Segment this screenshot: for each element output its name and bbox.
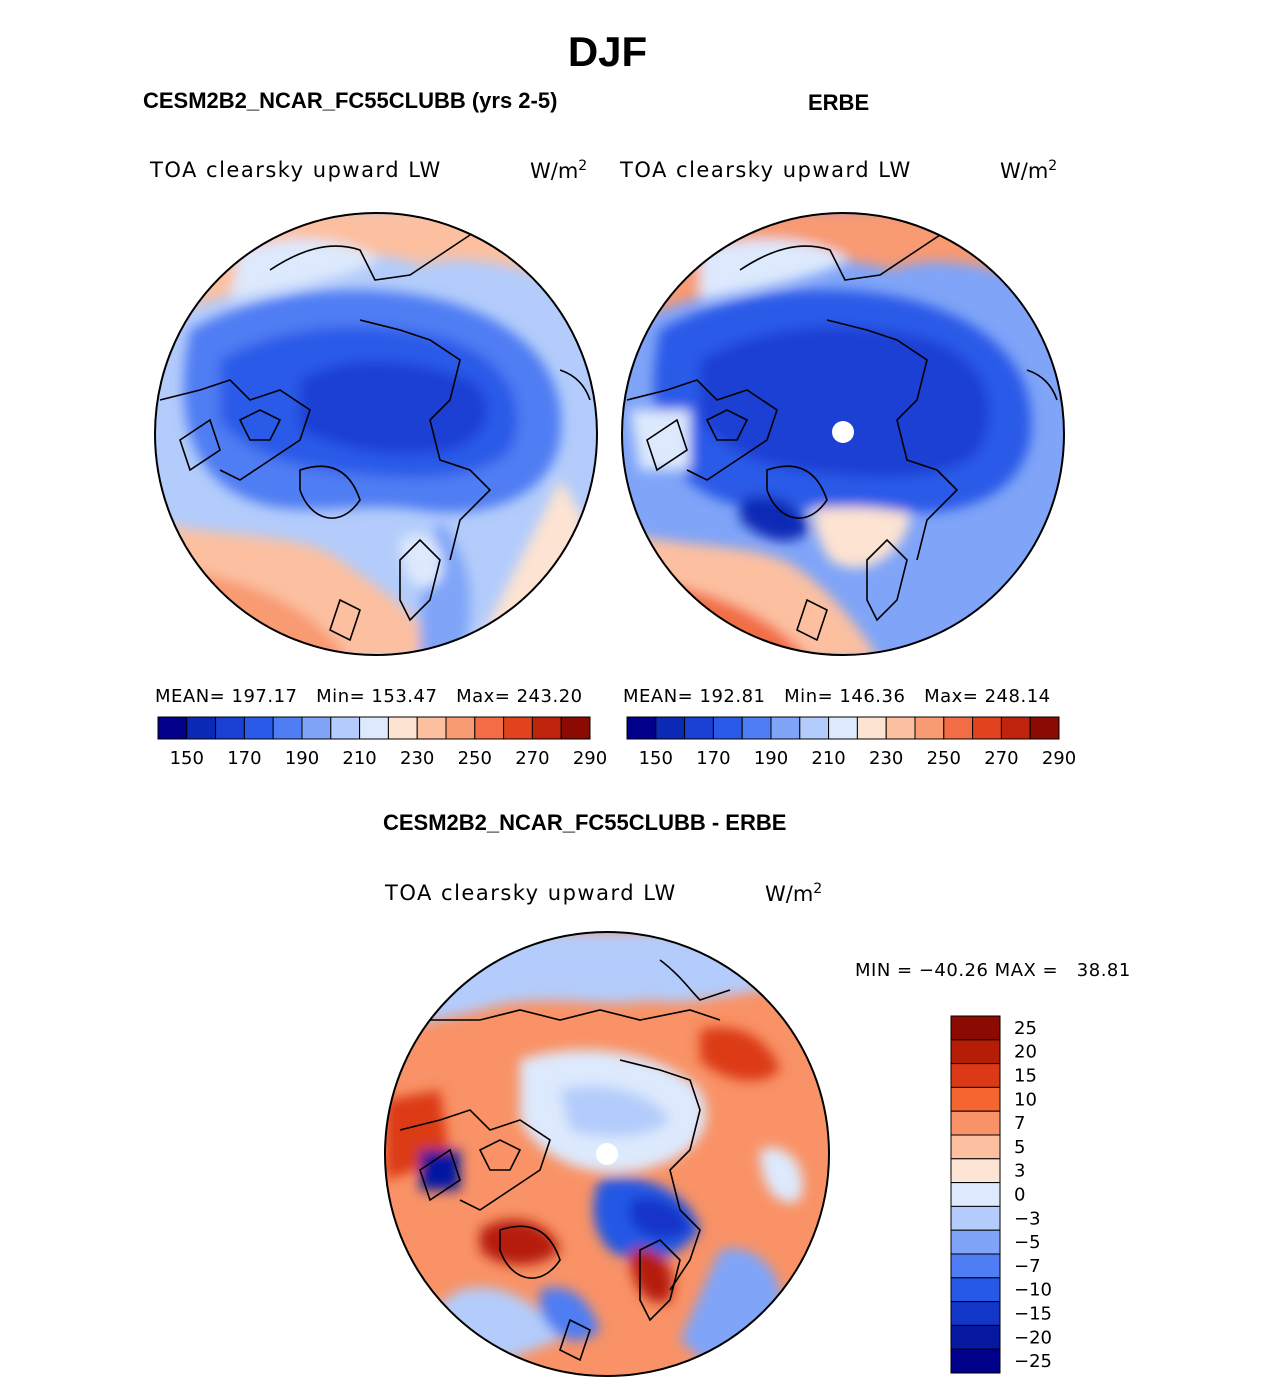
diff-colorbar-tick-label: −10: [1014, 1280, 1052, 1301]
diff-colorbar-box: [950, 1015, 1001, 1041]
model-colorbar-tick-label: 290: [573, 748, 607, 769]
obs-colorbar-box: [1029, 716, 1060, 740]
model-colorbar-box: [503, 716, 533, 740]
diff-colorbar-tick-label: 20: [1014, 1042, 1037, 1063]
model-stats: MEAN= 197.17 Min= 153.47 Max= 243.20: [155, 686, 583, 707]
obs-colorbar-box: [626, 716, 657, 740]
model-colorbar: [157, 716, 591, 740]
diff-colorbar-box: [950, 1063, 1001, 1088]
model-colorbar-box: [445, 716, 476, 740]
diff-colorbar-tick-label: 15: [1014, 1066, 1037, 1087]
obs-map: [622, 213, 1064, 655]
obs-colorbar-box: [770, 716, 801, 740]
model-colorbar-tick-label: 210: [342, 748, 376, 769]
obs-colorbar-tick-label: 250: [927, 748, 961, 769]
diff-colorbar-tick-label: 3: [1014, 1161, 1025, 1182]
diff-colorbar-tick-label: −3: [1014, 1208, 1041, 1229]
obs-colorbar-box: [828, 716, 858, 740]
obs-colorbar-box: [1000, 716, 1031, 740]
model-colorbar-tick-label: 230: [400, 748, 434, 769]
model-colorbar-box: [243, 716, 274, 740]
model-panel-title: CESM2B2_NCAR_FC55CLUBB (yrs 2-5): [143, 88, 558, 113]
model-colorbar-box: [531, 716, 562, 740]
model-colorbar-box: [474, 716, 505, 740]
diff-colorbar-box: [950, 1253, 1001, 1279]
diff-colorbar-box: [950, 1134, 1001, 1160]
diff-colorbar-box: [950, 1158, 1001, 1184]
obs-units-label: W/m2: [1000, 158, 1058, 183]
model-colorbar-box: [301, 716, 332, 740]
model-colorbar-box: [186, 716, 217, 740]
diff-colorbar-tick-label: 7: [1014, 1113, 1025, 1134]
obs-colorbar-box: [943, 716, 974, 740]
obs-colorbar-tick-label: 210: [811, 748, 845, 769]
obs-colorbar-box: [741, 716, 772, 740]
diff-minmax: MIN = −40.26 MAX = 38.81: [855, 960, 1131, 981]
model-colorbar-tick-label: 170: [227, 748, 261, 769]
diff-colorbar-box: [950, 1348, 1001, 1374]
diff-colorbar-tick-label: 25: [1014, 1018, 1037, 1039]
model-colorbar-tick-label: 190: [285, 748, 319, 769]
obs-colorbar-tick-label: 170: [696, 748, 730, 769]
obs-colorbar-tick-label: 290: [1042, 748, 1076, 769]
obs-colorbar-box: [914, 716, 945, 740]
obs-variable-label: TOA clearsky upward LW: [620, 158, 912, 182]
diff-colorbar-box: [950, 1086, 1001, 1112]
diff-colorbar-box: [950, 1182, 1001, 1207]
obs-colorbar-tick-label: 230: [869, 748, 903, 769]
diff-colorbar-tick-label: −5: [1014, 1232, 1041, 1253]
model-colorbar-box: [330, 716, 361, 740]
diff-map: [385, 932, 829, 1376]
obs-colorbar-box: [684, 716, 714, 740]
diff-colorbar-tick-label: 10: [1014, 1089, 1037, 1110]
obs-colorbar-tick-label: 150: [639, 748, 673, 769]
diff-colorbar-tick-label: 5: [1014, 1137, 1025, 1158]
model-colorbar-tick-label: 150: [170, 748, 204, 769]
model-map: [155, 213, 597, 655]
obs-colorbar: [626, 716, 1060, 740]
diff-colorbar-box: [950, 1229, 1001, 1255]
diff-colorbar-box: [950, 1277, 1001, 1303]
model-colorbar-tick-label: 250: [458, 748, 492, 769]
diff-colorbar-tick-label: −15: [1014, 1304, 1052, 1325]
obs-colorbar-box: [799, 716, 830, 740]
model-colorbar-box: [416, 716, 447, 740]
obs-colorbar-box: [712, 716, 743, 740]
diff-colorbar: [950, 1015, 1001, 1374]
diff-variable-label: TOA clearsky upward LW: [385, 881, 677, 905]
model-units-label: W/m2: [530, 158, 588, 183]
diff-units-label: W/m2: [765, 881, 823, 906]
obs-colorbar-labels: 150 170 190 210 230 250 270 290: [639, 748, 1077, 769]
model-colorbar-box: [157, 716, 188, 740]
obs-colorbar-box: [655, 716, 686, 740]
model-variable-label: TOA clearsky upward LW: [150, 158, 442, 182]
diff-colorbar-tick-label: −20: [1014, 1327, 1052, 1348]
obs-colorbar-tick-label: 270: [984, 748, 1018, 769]
figure-title: DJF: [567, 28, 648, 75]
diff-colorbar-box: [950, 1110, 1001, 1136]
diff-colorbar-tick-label: 0: [1014, 1185, 1025, 1206]
model-colorbar-box: [272, 716, 303, 740]
model-colorbar-box: [560, 716, 591, 740]
diff-colorbar-box: [950, 1324, 1001, 1350]
obs-panel-title: ERBE: [808, 90, 870, 115]
obs-stats: MEAN= 192.81 Min= 146.36 Max= 248.14: [623, 686, 1051, 707]
model-colorbar-box: [387, 716, 418, 740]
obs-colorbar-box: [885, 716, 916, 740]
diff-colorbar-box: [950, 1039, 1001, 1065]
diff-colorbar-box: [950, 1301, 1001, 1326]
diff-colorbar-tick-label: −25: [1014, 1351, 1052, 1372]
model-colorbar-labels: 150 170 190 210 230 250 270 290: [170, 748, 608, 769]
model-colorbar-tick-label: 270: [515, 748, 549, 769]
obs-colorbar-tick-label: 190: [754, 748, 788, 769]
diff-colorbar-box: [950, 1205, 1001, 1231]
obs-colorbar-box: [972, 716, 1002, 740]
obs-colorbar-box: [856, 716, 887, 740]
diff-panel-title: CESM2B2_NCAR_FC55CLUBB - ERBE: [383, 810, 787, 835]
diff-colorbar-tick-label: −7: [1014, 1256, 1041, 1277]
model-colorbar-box: [215, 716, 245, 740]
model-colorbar-box: [359, 716, 389, 740]
